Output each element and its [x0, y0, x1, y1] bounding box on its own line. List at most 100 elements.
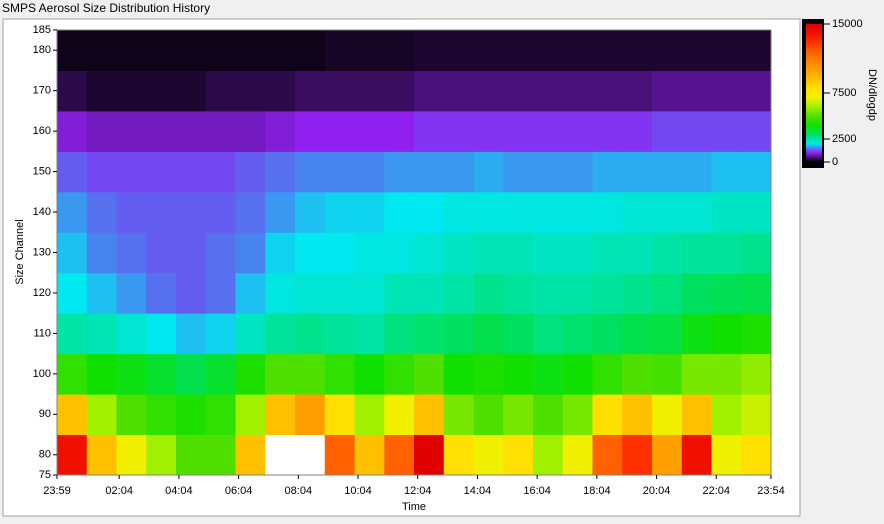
heatmap-cell	[324, 394, 355, 436]
heatmap-cell	[652, 434, 683, 476]
heatmap-cell	[592, 70, 623, 112]
heatmap-cell	[176, 151, 207, 193]
heatmap-cell	[533, 30, 564, 71]
heatmap-cell	[622, 110, 653, 152]
heatmap-cell	[681, 70, 712, 112]
heatmap-cell	[473, 70, 504, 112]
heatmap-cell	[592, 394, 623, 436]
heatmap-cell	[414, 313, 445, 355]
heatmap-cell	[86, 434, 117, 476]
heatmap-cell	[414, 151, 445, 193]
heatmap-cell	[533, 272, 564, 314]
heatmap-cell	[295, 151, 326, 193]
heatmap-cell	[622, 30, 653, 71]
heatmap-cell	[622, 232, 653, 274]
heatmap-cell	[265, 353, 296, 395]
heatmap-cell	[533, 110, 564, 152]
heatmap-cell	[354, 272, 385, 314]
heatmap-cell	[562, 70, 593, 112]
heatmap-cell	[176, 110, 207, 152]
heatmap-cell	[741, 30, 772, 71]
heatmap-cell	[384, 394, 415, 436]
heatmap-cell	[652, 272, 683, 314]
heatmap-cell	[443, 110, 474, 152]
heatmap-cell	[741, 313, 772, 355]
heatmap-cell	[533, 434, 564, 476]
heatmap-cell	[622, 191, 653, 233]
heatmap-cell	[384, 232, 415, 274]
heatmap-cell	[146, 110, 177, 152]
y-tick-label: 150	[33, 165, 51, 177]
colorbar-tick-label: 0	[832, 156, 838, 168]
heatmap-cell	[86, 191, 117, 233]
heatmap-cell	[473, 272, 504, 314]
heatmap-cell	[235, 151, 266, 193]
heatmap-cell	[562, 191, 593, 233]
heatmap-cell	[473, 394, 504, 436]
heatmap-cell	[741, 191, 772, 233]
heatmap-cell	[146, 70, 177, 112]
heatmap-cell	[57, 110, 88, 152]
heatmap-cell	[414, 272, 445, 314]
heatmap-cell	[681, 191, 712, 233]
y-axis-label: Size Channel	[14, 219, 26, 284]
heatmap-cell	[205, 434, 236, 476]
heatmap-cell	[176, 394, 207, 436]
heatmap-cell	[443, 313, 474, 355]
x-tick-label: 08:04	[285, 485, 313, 497]
heatmap-cell	[503, 70, 534, 112]
heatmap-cell	[414, 353, 445, 395]
heatmap-cell	[741, 232, 772, 274]
heatmap-cell	[503, 232, 534, 274]
y-tick-label: 75	[39, 469, 51, 481]
heatmap-cell	[562, 151, 593, 193]
heatmap-cell	[503, 30, 534, 71]
heatmap-cell	[235, 434, 266, 476]
heatmap-cell	[57, 394, 88, 436]
heatmap-cell	[741, 70, 772, 112]
heatmap-cell	[295, 313, 326, 355]
heatmap-cell	[711, 272, 742, 314]
heatmap-cell	[146, 394, 177, 436]
heatmap-cell	[533, 232, 564, 274]
heatmap-cell	[205, 272, 236, 314]
y-tick-label: 90	[39, 408, 51, 420]
y-tick-label: 160	[33, 125, 51, 137]
heatmap-cell	[235, 232, 266, 274]
heatmap-cell	[622, 353, 653, 395]
heatmap-cell	[533, 70, 564, 112]
heatmap-cell	[562, 353, 593, 395]
heatmap-cell	[503, 434, 534, 476]
heatmap-cell	[592, 110, 623, 152]
heatmap-cell	[265, 434, 296, 476]
heatmap-cell	[295, 232, 326, 274]
heatmap-cell	[443, 353, 474, 395]
heatmap-cell	[414, 110, 445, 152]
heatmap-cell	[652, 110, 683, 152]
heatmap-cell	[443, 232, 474, 274]
heatmap-cell	[414, 394, 445, 436]
heatmap-cell	[681, 313, 712, 355]
heatmap-cell	[592, 272, 623, 314]
heatmap-cell	[652, 394, 683, 436]
heatmap-cell	[503, 353, 534, 395]
heatmap-cell	[741, 110, 772, 152]
heatmap-cell	[324, 70, 355, 112]
heatmap-cell	[324, 191, 355, 233]
heatmap-cell	[176, 191, 207, 233]
heatmap-cell	[562, 434, 593, 476]
heatmap-cell	[176, 353, 207, 395]
heatmap-cell	[86, 151, 117, 193]
heatmap-cell	[503, 151, 534, 193]
heatmap-cell	[324, 313, 355, 355]
heatmap-cell	[295, 272, 326, 314]
heatmap-cell	[443, 272, 474, 314]
heatmap-cell	[414, 232, 445, 274]
heatmap-cell	[741, 394, 772, 436]
heatmap-cell	[414, 434, 445, 476]
heatmap-cell	[503, 313, 534, 355]
heatmap-cell	[741, 434, 772, 476]
x-tick-label: 04:04	[165, 485, 193, 497]
y-tick-label: 185	[33, 24, 51, 36]
